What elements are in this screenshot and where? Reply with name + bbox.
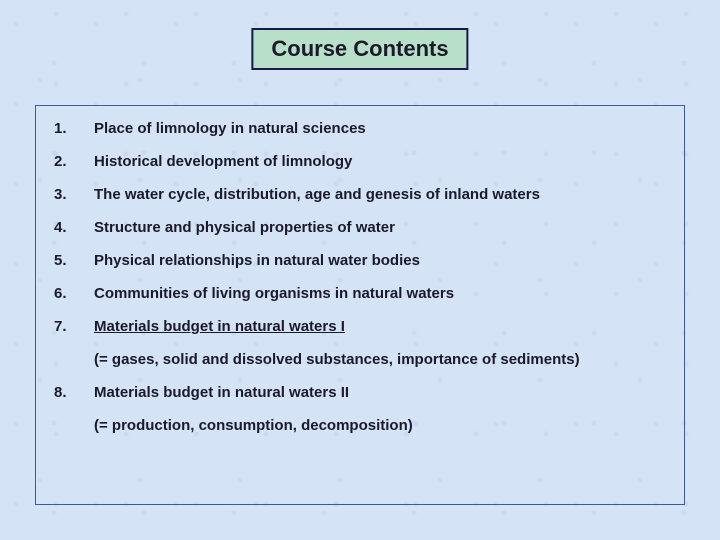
item-text: Physical relationships in natural water … — [94, 252, 666, 269]
item-number: 5. — [54, 252, 94, 269]
list-item: 5.Physical relationships in natural wate… — [54, 252, 666, 269]
item-text: The water cycle, distribution, age and g… — [94, 186, 666, 203]
item-text: Communities of living organisms in natur… — [94, 285, 666, 302]
list-item: 3.The water cycle, distribution, age and… — [54, 186, 666, 203]
item-text: Materials budget in natural waters II — [94, 384, 666, 401]
item-number: 6. — [54, 285, 94, 302]
item-text: Materials budget in natural waters I — [94, 318, 666, 335]
title-box: Course Contents — [251, 28, 468, 70]
item-subtext: (= production, consumption, decompositio… — [94, 417, 666, 434]
list-item: 8.Materials budget in natural waters II — [54, 384, 666, 401]
items-container: 1.Place of limnology in natural sciences… — [54, 120, 666, 434]
title-text: Course Contents — [271, 36, 448, 61]
item-number: 7. — [54, 318, 94, 335]
list-item: 1.Place of limnology in natural sciences — [54, 120, 666, 137]
item-text: Historical development of limnology — [94, 153, 666, 170]
item-text: Place of limnology in natural sciences — [94, 120, 666, 137]
item-text: Structure and physical properties of wat… — [94, 219, 666, 236]
list-item: 7.Materials budget in natural waters I — [54, 318, 666, 335]
item-number: 1. — [54, 120, 94, 137]
list-item: 6.Communities of living organisms in nat… — [54, 285, 666, 302]
item-number: 2. — [54, 153, 94, 170]
list-item: 2.Historical development of limnology — [54, 153, 666, 170]
item-number: 3. — [54, 186, 94, 203]
item-subtext: (= gases, solid and dissolved substances… — [94, 351, 666, 368]
list-item: 4.Structure and physical properties of w… — [54, 219, 666, 236]
item-number: 8. — [54, 384, 94, 401]
content-box: 1.Place of limnology in natural sciences… — [35, 105, 685, 505]
item-number: 4. — [54, 219, 94, 236]
